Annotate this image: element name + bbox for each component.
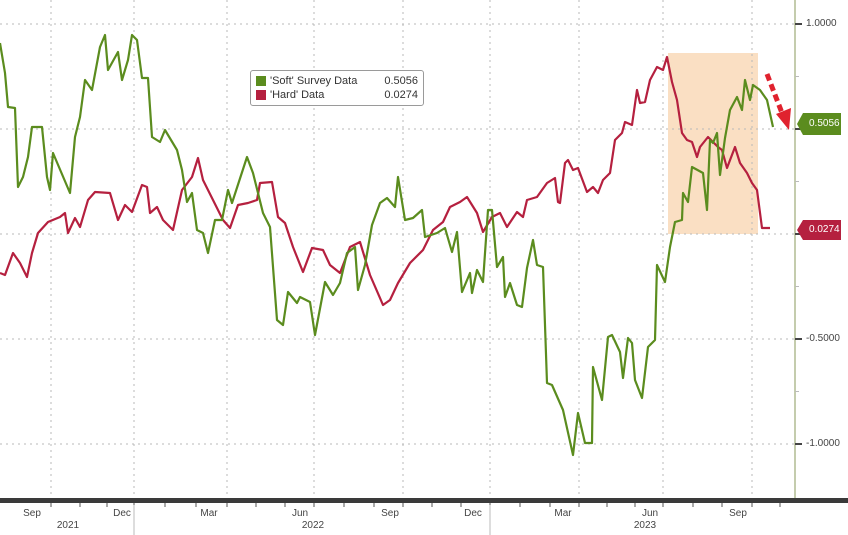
x-year-label: 2022 bbox=[301, 520, 325, 531]
x-tick-label: Mar bbox=[554, 508, 572, 519]
legend-swatch-hard bbox=[256, 90, 266, 100]
soft-survey-data-line bbox=[0, 33, 775, 457]
series-lines bbox=[0, 33, 775, 457]
soft-value-tag-shape bbox=[797, 113, 841, 135]
x-tick-label: Sep bbox=[381, 508, 399, 519]
legend-swatch-soft bbox=[256, 76, 266, 86]
hard-value-tag-shape bbox=[797, 220, 841, 240]
y-tick-label: 1.0000 bbox=[806, 18, 837, 29]
x-tick-label: Dec bbox=[113, 508, 131, 519]
x-year-label: 2023 bbox=[633, 520, 657, 531]
legend-item-hard: 'Hard' Data 0.0274 bbox=[256, 88, 418, 102]
x-year-label: 2021 bbox=[56, 520, 80, 531]
legend-item-soft: 'Soft' Survey Data 0.5056 bbox=[256, 74, 418, 88]
legend-value-soft: 0.5056 bbox=[384, 75, 418, 87]
hard-last-value-tag: 0.0274 bbox=[809, 224, 840, 235]
x-axis-bar bbox=[0, 498, 848, 503]
y-tick-label: -1.0000 bbox=[806, 438, 840, 449]
x-tick-label: Jun bbox=[291, 508, 309, 519]
hard-data-line bbox=[0, 55, 770, 307]
legend-value-hard: 0.0274 bbox=[384, 89, 418, 101]
x-tick-label: Sep bbox=[23, 508, 41, 519]
y-tick-label: -0.5000 bbox=[806, 333, 840, 344]
x-axis-ticks bbox=[50, 503, 781, 507]
soft-last-value-tag: 0.5056 bbox=[809, 118, 840, 129]
x-tick-label: Mar bbox=[200, 508, 218, 519]
legend-label-hard: 'Hard' Data bbox=[270, 89, 325, 101]
chart-legend: 'Soft' Survey Data 0.5056 'Hard' Data 0.… bbox=[250, 70, 424, 106]
x-tick-label: Dec bbox=[464, 508, 482, 519]
x-tick-label: Sep bbox=[729, 508, 747, 519]
x-tick-label: Jun bbox=[641, 508, 659, 519]
legend-label-soft: 'Soft' Survey Data bbox=[270, 75, 358, 87]
y-axis-ticks bbox=[795, 23, 802, 445]
trend-arrow-icon bbox=[764, 73, 791, 130]
